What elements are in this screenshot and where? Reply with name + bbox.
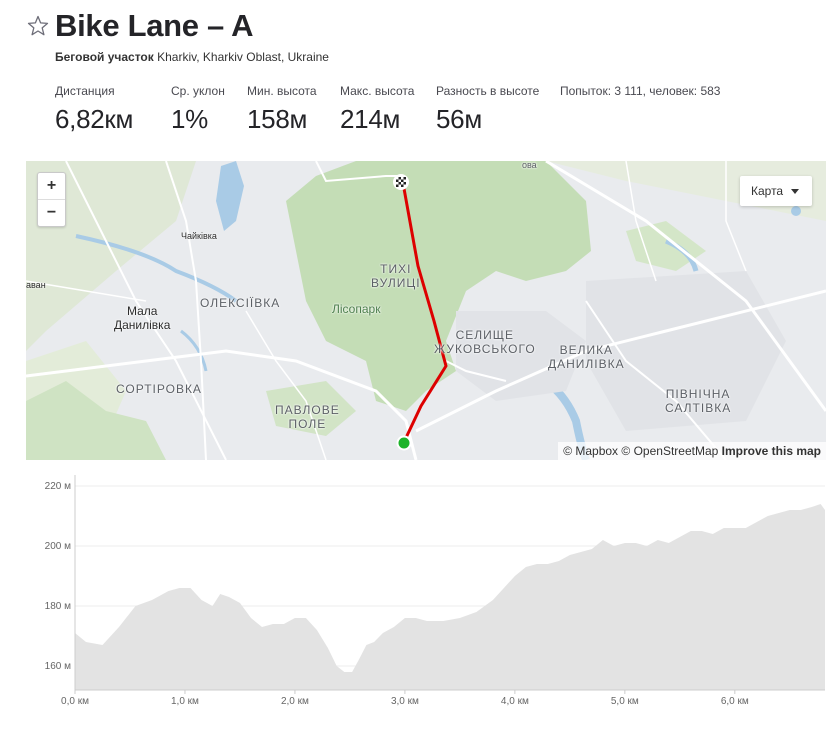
- stat-label: Мин. высота: [247, 84, 317, 98]
- map-canvas[interactable]: [26, 161, 826, 460]
- x-tick-label: 2,0 км: [281, 696, 309, 707]
- map-type-dropdown[interactable]: Карта: [740, 176, 812, 206]
- stat-label: Дистанция: [55, 84, 115, 98]
- y-tick-label: 220 м: [45, 481, 71, 492]
- elevation-chart-svg[interactable]: 160 м 180 м 200 м 220 м 0,0 км 1,0 км 2,0 км 3,…: [0, 470, 837, 732]
- elevation-chart[interactable]: 160 м 180 м 200 м 220 м 0,0 км 1,0 км 2,0 км 3,…: [0, 470, 837, 732]
- stat-label: Ср. уклон: [171, 84, 225, 98]
- attempts-text: Попыток: 3 111, человек: 583: [560, 84, 721, 98]
- map-label-sortyrovka: СОРТІРОВКА: [116, 382, 202, 396]
- x-tick-label: 5,0 км: [611, 696, 639, 707]
- stat-min-elevation: Мин. высота 158м: [247, 84, 317, 135]
- map-type-label: Карта: [751, 184, 784, 198]
- map-label-chaikivka: Чайківка: [181, 231, 217, 241]
- forest-area: [286, 161, 591, 411]
- star-icon[interactable]: [26, 14, 50, 38]
- water-reservoir: [216, 161, 244, 231]
- segment-location: Kharkiv, Kharkiv Oblast, Ukraine: [157, 50, 329, 64]
- map-label-oleksiivka: ОЛЕКСІЇВКА: [200, 296, 281, 310]
- y-tick-label: 160 м: [45, 661, 71, 672]
- stat-max-elevation: Макс. высота 214м: [340, 84, 414, 135]
- improve-map-link[interactable]: Improve this map: [721, 444, 821, 458]
- mapbox-link[interactable]: © Mapbox: [563, 444, 619, 458]
- route-line: [401, 181, 448, 444]
- map-label-pavlove-pole: ПАВЛОВЕ ПОЛЕ: [275, 403, 340, 431]
- segment-title: Bike Lane – A: [55, 8, 254, 43]
- map-label-velyka-danylivka: ВЕЛИКА ДАНИЛІВКА: [548, 343, 625, 371]
- stat-label: Макс. высота: [340, 84, 415, 98]
- stat-distance: Дистанция 6,82км: [55, 84, 133, 135]
- stat-avg-grade: Ср. уклон 1%: [171, 84, 225, 135]
- map-label-selyshche: СЕЛИЩЕ ЖУКОВСЬКОГО: [434, 328, 536, 356]
- stat-value: 214м: [340, 104, 401, 134]
- caret-down-icon: [791, 189, 799, 194]
- map-label-mala-danylivka: Мала Данилівка: [114, 304, 171, 332]
- zoom-in-button[interactable]: +: [38, 173, 65, 200]
- y-tick-label: 200 м: [45, 541, 71, 552]
- stat-value: 6,82км: [55, 104, 134, 134]
- x-tick-label: 6,0 км: [721, 696, 749, 707]
- stat-value: 158м: [247, 104, 308, 134]
- x-tick-label: 1,0 км: [171, 696, 199, 707]
- y-tick-label: 180 м: [45, 601, 71, 612]
- segment-type: Беговой участок: [55, 50, 154, 64]
- segment-subtitle: Беговой участок Kharkiv, Kharkiv Oblast,…: [55, 50, 329, 64]
- map-label-ova: ова: [522, 161, 537, 170]
- stat-value: 1%: [171, 104, 208, 134]
- stat-elevation-difference: Разность в высоте 56м: [436, 84, 539, 135]
- segment-map[interactable]: Чайківка аван Мала Данилівка ОЛЕКСІЇВКА …: [26, 161, 826, 460]
- stat-attempts: Попыток: 3 111, человек: 583: [560, 84, 720, 98]
- zoom-control: + −: [37, 172, 66, 227]
- map-label-pivnichna-saltivka: ПІВНІЧНА САЛТІВКА: [665, 387, 732, 415]
- map-label-avan: аван: [26, 280, 46, 290]
- finish-flag-icon: [393, 174, 409, 190]
- stat-value: 56м: [436, 104, 482, 134]
- map-label-lisopark: Лісопарк: [332, 302, 381, 316]
- openstreetmap-link[interactable]: © OpenStreetMap: [621, 444, 719, 458]
- map-label-tykhi-vulytsi: ТИХІ ВУЛИЦІ: [371, 262, 421, 290]
- x-tick-label: 4,0 км: [501, 696, 529, 707]
- elevation-area: [75, 504, 825, 690]
- map-attribution: © Mapbox © OpenStreetMap Improve this ma…: [558, 442, 826, 460]
- x-tick-label: 3,0 км: [391, 696, 419, 707]
- start-marker-icon: [396, 435, 412, 451]
- x-tick-label: 0,0 км: [61, 696, 89, 707]
- stat-label: Разность в высоте: [436, 84, 540, 98]
- zoom-out-button[interactable]: −: [46, 204, 57, 221]
